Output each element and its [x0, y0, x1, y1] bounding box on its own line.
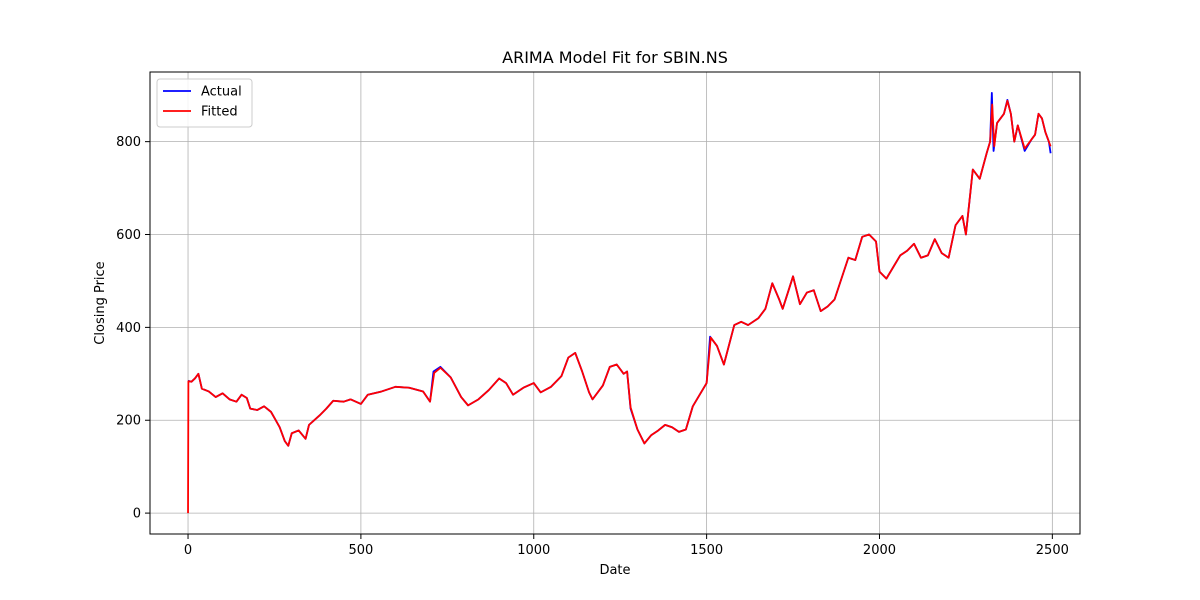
- y-tick-label: 0: [133, 507, 141, 522]
- axis-ticks: 0 500 1000 1500 2000 2500 0 200 400 600 800: [116, 135, 1069, 558]
- x-tick-label: 0: [184, 543, 192, 558]
- legend-label-fitted: Fitted: [201, 105, 238, 120]
- y-tick-label: 400: [116, 321, 141, 336]
- x-tick-label: 1000: [517, 543, 550, 558]
- x-tick-label: 500: [348, 543, 373, 558]
- x-tick-label: 2000: [863, 543, 896, 558]
- legend: Actual Fitted: [156, 78, 253, 128]
- y-tick-label: 200: [116, 414, 141, 429]
- x-axis-title: Date: [599, 563, 630, 578]
- plot-frame: [149, 71, 1081, 535]
- x-tick-label: 2500: [1036, 543, 1069, 558]
- legend-label-actual: Actual: [201, 85, 242, 100]
- y-axis-title: Closing Price: [93, 261, 108, 344]
- chart-title: ARIMA Model Fit for SBIN.NS: [502, 48, 728, 67]
- grid-lines: [150, 72, 1080, 534]
- y-tick-label: 600: [116, 228, 141, 243]
- x-tick-label: 1500: [690, 543, 723, 558]
- y-tick-label: 800: [116, 135, 141, 150]
- series-line-fitted: [187, 99, 1052, 514]
- series-layer: [187, 91, 1052, 514]
